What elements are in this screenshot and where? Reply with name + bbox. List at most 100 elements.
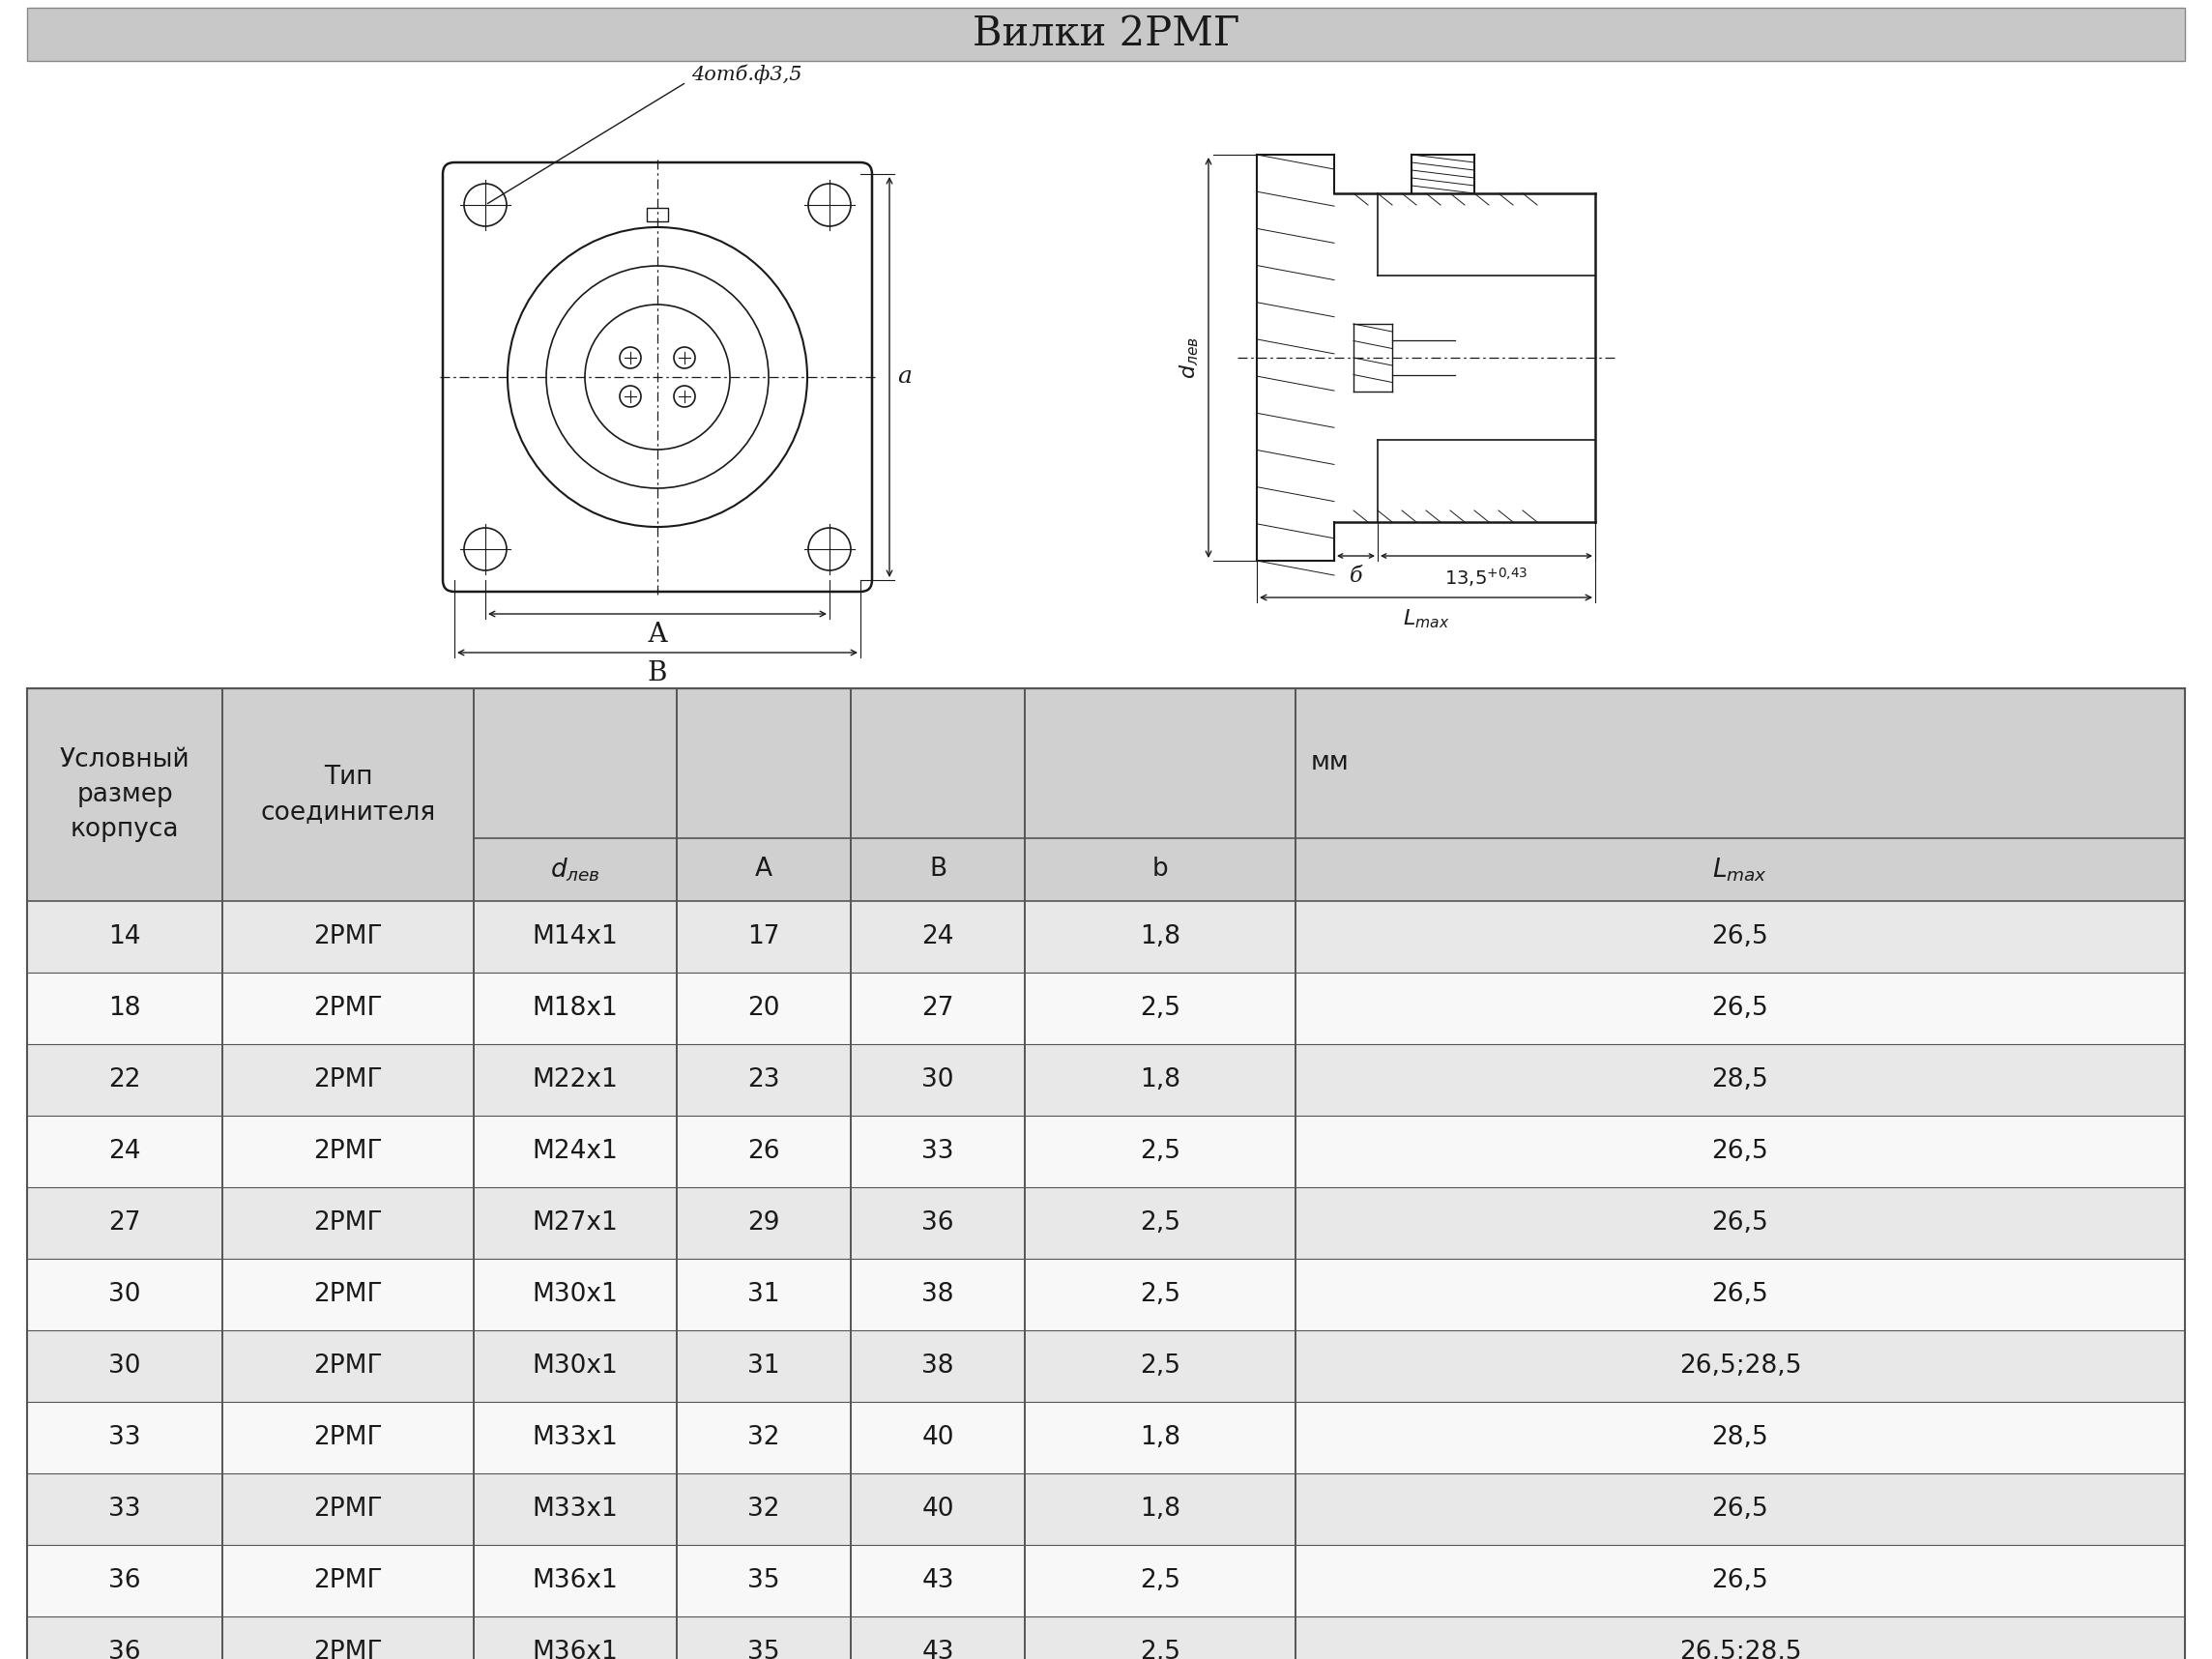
Text: 2РМГ: 2РМГ — [314, 1067, 383, 1093]
Text: 26,5: 26,5 — [1712, 1568, 1770, 1593]
Text: 1,8: 1,8 — [1139, 1067, 1181, 1093]
Text: 2,5: 2,5 — [1139, 1282, 1181, 1307]
Bar — [646, 207, 668, 221]
Text: М30х1: М30х1 — [533, 1282, 617, 1307]
Text: 23: 23 — [748, 1067, 781, 1093]
Text: 35: 35 — [748, 1568, 781, 1593]
Text: 36: 36 — [922, 1211, 953, 1236]
Bar — [27, 1402, 2185, 1473]
Text: 35: 35 — [748, 1639, 781, 1659]
Text: М36х1: М36х1 — [533, 1568, 617, 1593]
Text: Тип
соединителя: Тип соединителя — [261, 765, 436, 825]
Bar — [27, 8, 2185, 61]
Text: $d_{лев}$: $d_{лев}$ — [551, 856, 599, 883]
Text: 18: 18 — [108, 995, 142, 1020]
Text: М24х1: М24х1 — [533, 1138, 617, 1165]
Text: 30: 30 — [922, 1067, 953, 1093]
Text: $L_{max}$: $L_{max}$ — [1712, 856, 1767, 883]
Text: М30х1: М30х1 — [533, 1354, 617, 1379]
Text: 43: 43 — [922, 1639, 953, 1659]
Text: а: а — [898, 367, 911, 388]
Text: М36х1: М36х1 — [533, 1639, 617, 1659]
Text: 36: 36 — [108, 1639, 142, 1659]
Bar — [27, 1115, 2185, 1188]
Text: 26,5;28,5: 26,5;28,5 — [1679, 1354, 1801, 1379]
Text: 26,5: 26,5 — [1712, 1138, 1770, 1165]
Bar — [27, 1473, 2185, 1545]
Text: 40: 40 — [922, 1496, 953, 1521]
Text: 2РМГ: 2РМГ — [314, 1496, 383, 1521]
Text: М18х1: М18х1 — [533, 995, 617, 1020]
Text: 1,8: 1,8 — [1139, 924, 1181, 949]
Text: 26,5: 26,5 — [1712, 995, 1770, 1020]
Text: 2РМГ: 2РМГ — [314, 1282, 383, 1307]
Text: 30: 30 — [108, 1354, 142, 1379]
Text: 30: 30 — [108, 1282, 142, 1307]
Text: 2,5: 2,5 — [1139, 1354, 1181, 1379]
Text: 43: 43 — [922, 1568, 953, 1593]
Bar — [27, 688, 2185, 1659]
Text: 29: 29 — [748, 1211, 781, 1236]
Text: 20: 20 — [748, 995, 781, 1020]
Text: М33х1: М33х1 — [533, 1425, 617, 1450]
Text: 24: 24 — [922, 924, 953, 949]
Text: 2РМГ: 2РМГ — [314, 924, 383, 949]
Text: 24: 24 — [108, 1138, 142, 1165]
Text: 33: 33 — [108, 1496, 142, 1521]
Text: М14х1: М14х1 — [533, 924, 617, 949]
Bar — [27, 1331, 2185, 1402]
Text: Вилки 2РМГ: Вилки 2РМГ — [973, 13, 1239, 55]
Text: 28,5: 28,5 — [1712, 1425, 1770, 1450]
Text: В: В — [648, 660, 668, 687]
Text: 2,5: 2,5 — [1139, 1639, 1181, 1659]
Text: М33х1: М33х1 — [533, 1496, 617, 1521]
Text: 32: 32 — [748, 1496, 781, 1521]
Text: 2,5: 2,5 — [1139, 1138, 1181, 1165]
Text: 26,5: 26,5 — [1712, 924, 1770, 949]
Text: 2,5: 2,5 — [1139, 1568, 1181, 1593]
Text: Условный
размер
корпуса: Условный размер корпуса — [60, 747, 190, 843]
Text: 4отб.ф3,5: 4отб.ф3,5 — [690, 65, 803, 85]
Text: 2РМГ: 2РМГ — [314, 995, 383, 1020]
Text: 2РМГ: 2РМГ — [314, 1354, 383, 1379]
Text: 36: 36 — [108, 1568, 142, 1593]
Text: А: А — [648, 622, 668, 647]
Text: 26: 26 — [748, 1138, 781, 1165]
Text: 32: 32 — [748, 1425, 781, 1450]
Text: $L_{max}$: $L_{max}$ — [1402, 607, 1449, 630]
Text: 2РМГ: 2РМГ — [314, 1211, 383, 1236]
Text: 28,5: 28,5 — [1712, 1067, 1770, 1093]
Text: 33: 33 — [922, 1138, 953, 1165]
Text: 26,5: 26,5 — [1712, 1211, 1770, 1236]
Text: 2РМГ: 2РМГ — [314, 1425, 383, 1450]
Text: b: b — [1152, 858, 1168, 883]
Text: 40: 40 — [922, 1425, 953, 1450]
Text: мм: мм — [1310, 752, 1349, 776]
Text: М27х1: М27х1 — [533, 1211, 617, 1236]
Bar — [27, 1044, 2185, 1115]
Text: 2РМГ: 2РМГ — [314, 1568, 383, 1593]
Text: М22х1: М22х1 — [533, 1067, 617, 1093]
Text: 26,5: 26,5 — [1712, 1282, 1770, 1307]
Text: 2РМГ: 2РМГ — [314, 1138, 383, 1165]
Bar — [27, 1188, 2185, 1259]
Text: 2РМГ: 2РМГ — [314, 1639, 383, 1659]
Text: 17: 17 — [748, 924, 781, 949]
Text: 38: 38 — [922, 1282, 953, 1307]
Text: 2,5: 2,5 — [1139, 1211, 1181, 1236]
Bar — [27, 901, 2185, 972]
Text: 33: 33 — [108, 1425, 142, 1450]
Bar — [27, 1259, 2185, 1331]
Text: 27: 27 — [922, 995, 953, 1020]
Text: $13{,}5^{+0{,}43}$: $13{,}5^{+0{,}43}$ — [1444, 566, 1528, 589]
Text: A: A — [754, 858, 772, 883]
Text: $d_{лев}$: $d_{лев}$ — [1179, 337, 1201, 378]
Text: 26,5;28,5: 26,5;28,5 — [1679, 1639, 1801, 1659]
Text: б: б — [1349, 566, 1363, 587]
Text: 31: 31 — [748, 1282, 781, 1307]
Text: 26,5: 26,5 — [1712, 1496, 1770, 1521]
Bar — [27, 1545, 2185, 1616]
Text: 38: 38 — [922, 1354, 953, 1379]
Text: 2,5: 2,5 — [1139, 995, 1181, 1020]
Text: B: B — [929, 858, 947, 883]
